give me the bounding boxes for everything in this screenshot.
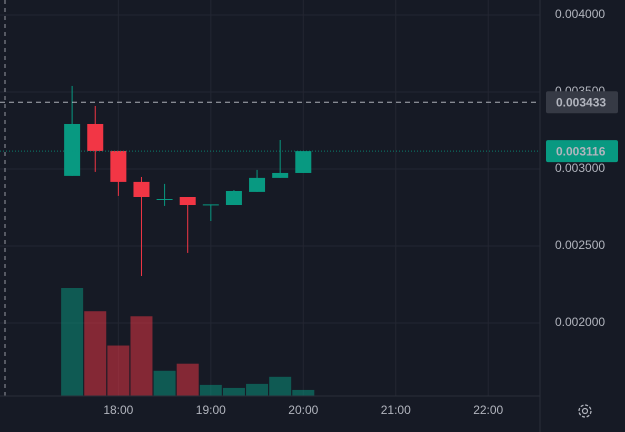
candle-body	[272, 172, 289, 178]
settings-icon[interactable]	[578, 404, 592, 418]
x-tick-label: 20:00	[288, 403, 318, 417]
volume-bar	[84, 311, 107, 396]
price-label: 0.003433	[556, 95, 606, 109]
x-tick-label: 18:00	[103, 403, 133, 417]
candle-body	[110, 150, 127, 182]
volume-bar	[61, 288, 84, 396]
y-tick-label: 0.002000	[555, 315, 605, 329]
candle-body	[295, 151, 312, 173]
price-label-bg	[546, 140, 618, 163]
volume-bar	[153, 370, 176, 396]
volume-bar	[246, 383, 269, 396]
volume-bar	[269, 376, 292, 396]
volume-bar	[222, 387, 245, 396]
volume-bar	[199, 384, 222, 396]
volume-bar	[107, 345, 130, 396]
candle-body	[156, 199, 173, 201]
volume-bar	[292, 389, 315, 396]
x-tick-label: 22:00	[473, 403, 503, 417]
candle-body	[64, 123, 81, 176]
volume-bar	[176, 363, 199, 396]
y-tick-label: 0.004000	[555, 7, 605, 21]
candle-body	[87, 123, 104, 151]
x-tick-label: 19:00	[196, 403, 226, 417]
price-label-bg	[546, 91, 618, 114]
candle-body	[249, 177, 266, 192]
volume-bar	[130, 316, 153, 396]
y-tick-label: 0.003000	[555, 161, 605, 175]
candle-body	[133, 181, 150, 197]
price-label: 0.003116	[556, 144, 606, 158]
x-tick-label: 21:00	[381, 403, 411, 417]
candle-body	[225, 190, 242, 206]
candle-body	[179, 196, 196, 206]
y-tick-label: 0.002500	[555, 238, 605, 252]
candle-body	[202, 204, 219, 206]
